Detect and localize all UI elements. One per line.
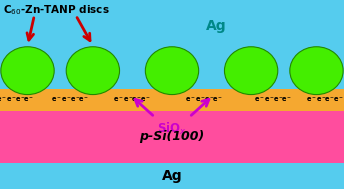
- Text: e$^-$: e$^-$: [281, 95, 292, 104]
- Text: e$^-$: e$^-$: [23, 95, 34, 104]
- Text: e$^-$: e$^-$: [333, 95, 344, 104]
- Text: e$^-$: e$^-$: [254, 95, 265, 104]
- Text: e$^-$: e$^-$: [61, 95, 72, 104]
- Text: e$^-$: e$^-$: [212, 95, 223, 104]
- Text: e$^-$: e$^-$: [264, 95, 275, 104]
- Text: Ag: Ag: [162, 169, 182, 183]
- Text: p-Si(100): p-Si(100): [139, 130, 205, 143]
- Text: e$^-$: e$^-$: [6, 95, 17, 104]
- Text: e$^-$: e$^-$: [185, 95, 196, 104]
- Bar: [0, 163, 344, 189]
- Text: Ag: Ag: [206, 19, 227, 33]
- Text: e$^-$: e$^-$: [131, 95, 142, 104]
- Bar: [0, 89, 344, 111]
- Text: e$^-$: e$^-$: [204, 95, 215, 104]
- Text: e$^-$: e$^-$: [69, 95, 80, 104]
- Ellipse shape: [145, 47, 199, 94]
- Text: e$^-$: e$^-$: [113, 95, 124, 104]
- Text: e$^-$: e$^-$: [0, 95, 7, 104]
- Text: C$_{60}$-Zn-TANP discs: C$_{60}$-Zn-TANP discs: [3, 3, 110, 17]
- Text: e$^-$: e$^-$: [195, 95, 206, 104]
- Ellipse shape: [290, 47, 343, 94]
- Bar: [0, 89, 344, 163]
- Text: e$^-$: e$^-$: [306, 95, 317, 104]
- Ellipse shape: [1, 47, 54, 94]
- Text: e$^-$: e$^-$: [324, 95, 335, 104]
- Ellipse shape: [224, 47, 278, 94]
- Text: e$^-$: e$^-$: [140, 95, 151, 104]
- Text: e$^-$: e$^-$: [14, 95, 25, 104]
- Text: SiO$_x$: SiO$_x$: [157, 120, 187, 137]
- Text: e$^-$: e$^-$: [315, 95, 326, 104]
- Text: e$^-$: e$^-$: [51, 95, 62, 104]
- Ellipse shape: [66, 47, 120, 94]
- Text: e$^-$: e$^-$: [78, 95, 89, 104]
- Text: e$^-$: e$^-$: [123, 95, 134, 104]
- Text: e$^-$: e$^-$: [272, 95, 283, 104]
